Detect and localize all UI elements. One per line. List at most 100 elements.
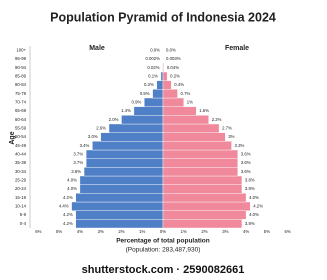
bar	[162, 123, 220, 133]
y-tick-label: 10-14	[15, 203, 27, 208]
y-tick-label: 80-84	[15, 82, 27, 87]
x-tick-label: 5%	[264, 229, 270, 234]
bar	[108, 123, 164, 133]
value-label: 3.4%	[80, 143, 90, 148]
bar	[162, 89, 178, 99]
bar	[162, 71, 168, 81]
bar	[162, 63, 165, 73]
y-tick-label: 60-64	[15, 117, 27, 122]
bar	[152, 89, 164, 99]
bar	[162, 201, 251, 211]
y-tick-label: 70-74	[15, 99, 27, 104]
x-tick-label: 3%	[98, 229, 104, 234]
y-tick-label: 15-19	[15, 195, 27, 200]
bar	[75, 193, 164, 203]
x-axis-label: Percentage of total population	[116, 238, 210, 245]
value-label: 0.2%	[170, 73, 180, 78]
y-tick-label: 20-24	[15, 186, 27, 191]
value-label: 3.8%	[245, 186, 255, 191]
bar	[75, 219, 164, 229]
value-label: 3.8%	[245, 177, 255, 182]
y-tick-label: 75-79	[15, 91, 27, 96]
bar	[162, 210, 247, 220]
y-tick-label: 0-4	[20, 221, 27, 226]
value-label: 3.6%	[241, 151, 251, 156]
value-label: 3.8%	[71, 169, 81, 174]
y-tick-label: 40-44	[15, 151, 27, 156]
value-label: 2.0%	[109, 117, 119, 122]
y-tick-label: 65-69	[15, 108, 27, 113]
bar	[75, 210, 164, 220]
x-tick-label: 4%	[243, 229, 249, 234]
value-label: 4.2%	[63, 195, 73, 200]
value-label: 0.0%	[150, 47, 160, 52]
value-label: 0.4%	[174, 82, 184, 87]
legend-label: Male	[89, 45, 105, 52]
value-label: 0.1%	[148, 73, 158, 78]
bar	[160, 71, 164, 81]
value-label: 2.2%	[212, 117, 222, 122]
x-tick-label: 5%	[56, 229, 62, 234]
chart-title: Population Pyramid of Indonesia 2024	[50, 10, 276, 24]
bar	[162, 193, 247, 203]
x-tick-label: 1%	[181, 229, 187, 234]
value-label: 4.2%	[63, 212, 73, 217]
legend-label: Female	[225, 45, 249, 52]
bar	[133, 106, 164, 116]
value-label: 0.5%	[140, 91, 150, 96]
bar	[162, 80, 172, 90]
y-tick-label: 5-9	[20, 212, 27, 217]
value-label: 4.2%	[63, 221, 73, 226]
y-axis-label: Age	[9, 131, 16, 144]
value-label: 4.0%	[67, 177, 77, 182]
y-tick-label: 100+	[16, 47, 26, 52]
y-tick-label: 30-34	[15, 169, 27, 174]
x-tick-label: 0%	[160, 229, 166, 234]
annotation: (Population: 283,487,930)	[126, 247, 201, 254]
value-label: 0.0%	[166, 47, 176, 52]
y-tick-label: 25-29	[15, 177, 27, 182]
value-label: 0.9%	[132, 99, 142, 104]
value-label: 4.0%	[67, 186, 77, 191]
value-label: 1%	[187, 99, 193, 104]
watermark: shutterstock.com · 2590082661	[82, 264, 245, 276]
y-tick-label: 55-59	[15, 125, 27, 130]
x-tick-label: 6%	[285, 229, 291, 234]
value-label: 3%	[228, 134, 234, 139]
value-label: 4.0%	[249, 195, 259, 200]
bar	[83, 167, 164, 177]
bar	[85, 158, 164, 168]
value-label: 3.6%	[241, 169, 251, 174]
bar	[162, 97, 184, 107]
bar	[162, 115, 209, 125]
x-tick-label: 2%	[118, 229, 124, 234]
y-tick-label: 35-39	[15, 160, 27, 165]
value-label: 3.8%	[245, 221, 255, 226]
value-label: 3.3%	[235, 143, 245, 148]
value-label: 2.6%	[96, 125, 106, 130]
bar	[79, 175, 164, 185]
y-tick-label: 45-49	[15, 143, 27, 148]
value-label: 0.04%	[167, 65, 179, 70]
bar	[156, 80, 164, 90]
bar	[162, 219, 243, 229]
value-label: 3.7%	[73, 151, 83, 156]
bar	[100, 132, 164, 142]
bar	[162, 167, 238, 177]
bar	[144, 97, 164, 107]
value-label: 4.0%	[249, 212, 259, 217]
value-label: 2.7%	[222, 125, 232, 130]
bar	[162, 106, 197, 116]
bar	[79, 184, 164, 194]
bar	[92, 141, 164, 151]
value-label: 0.3%	[144, 82, 154, 87]
value-label: 1.6%	[199, 108, 209, 113]
value-label: 4.2%	[253, 203, 263, 208]
bar	[162, 132, 226, 142]
x-tick-label: 2%	[201, 229, 207, 234]
bar	[162, 175, 243, 185]
y-tick-label: 85-89	[15, 73, 27, 78]
bar	[71, 201, 164, 211]
value-label: 3.7%	[73, 160, 83, 165]
